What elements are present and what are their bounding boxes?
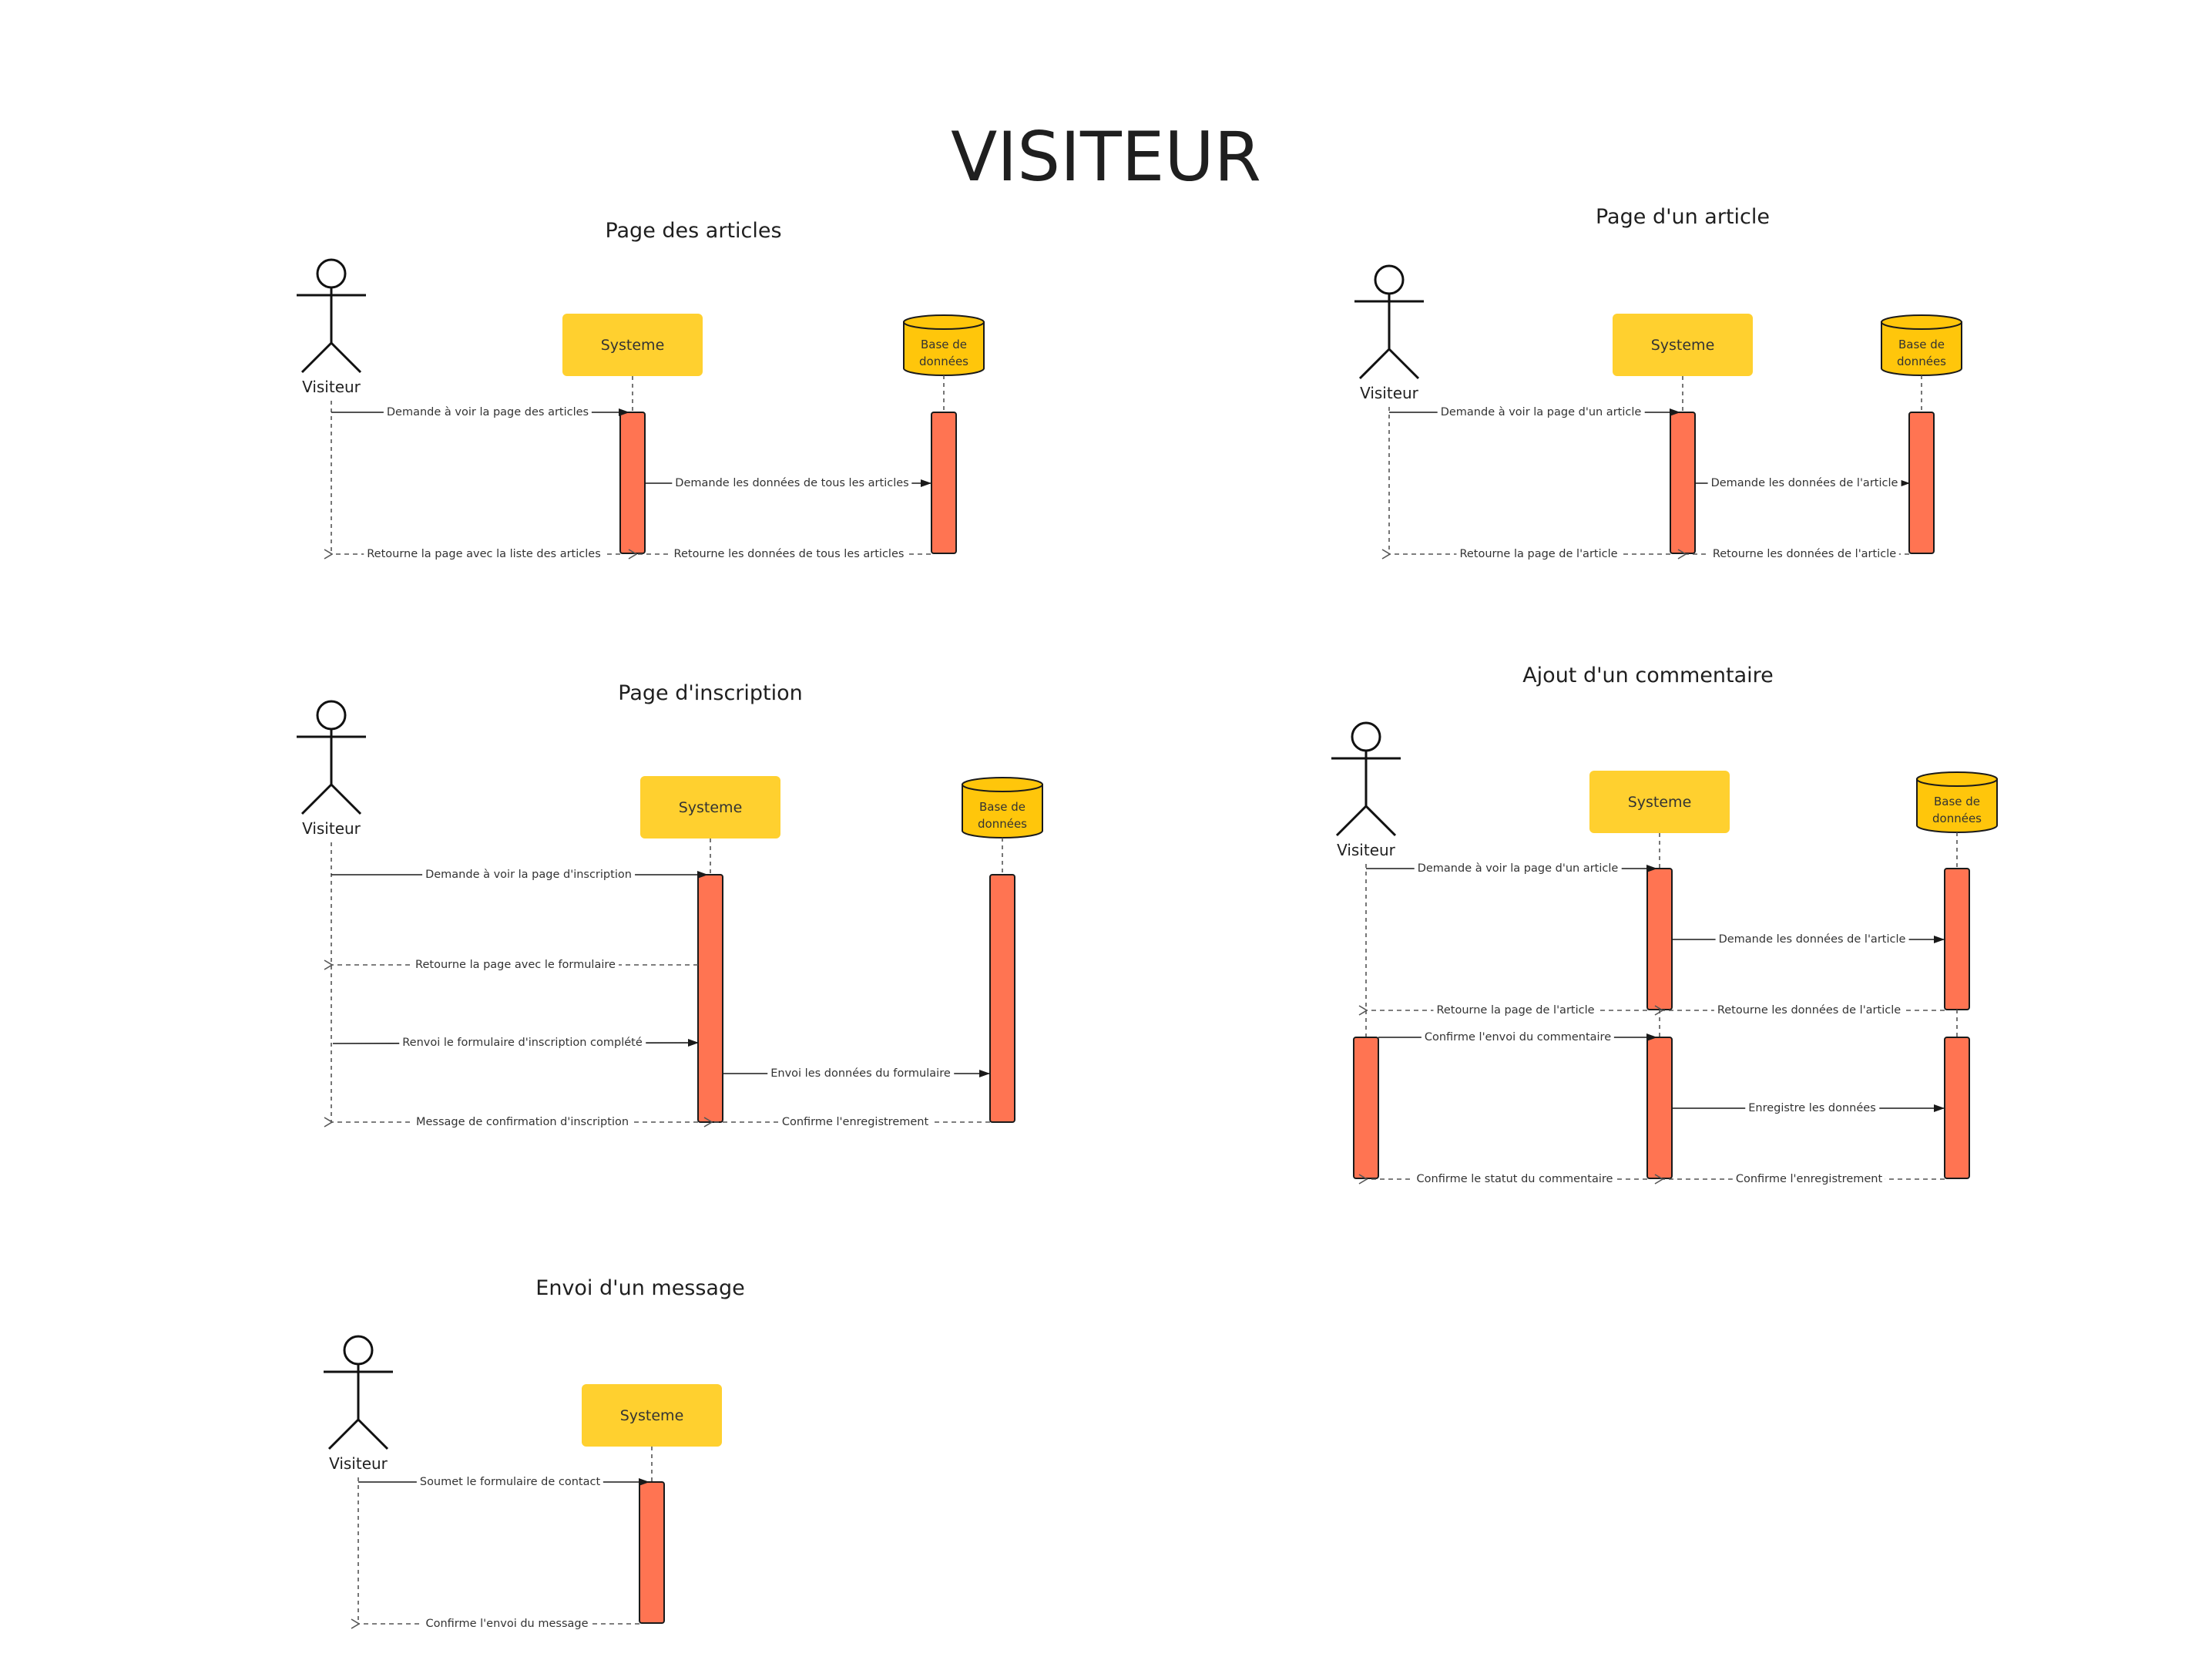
- activation-bar: [697, 874, 723, 1123]
- database-label: Base de données: [978, 800, 1027, 831]
- message-label: Confirme l'envoi du message: [422, 1617, 592, 1631]
- message-label: Confirme l'enregistrement: [1732, 1172, 1886, 1186]
- systeme-box[interactable]: Systeme: [1613, 314, 1753, 376]
- diagram-title-ajout-d-un-commentaire: Ajout d'un commentaire: [1522, 664, 1774, 687]
- message-label: Envoi les données du formulaire: [767, 1067, 954, 1080]
- message-label: Demande à voir la page des articles: [383, 405, 592, 419]
- systeme-box[interactable]: Systeme: [582, 1384, 722, 1447]
- message-label: Soumet le formulaire de contact: [416, 1475, 604, 1489]
- database-icon: [1881, 314, 1962, 376]
- actor-icon: [297, 700, 366, 815]
- actor-label: Visiteur: [1337, 841, 1395, 859]
- database-label: Base de données: [1932, 795, 1982, 825]
- message-label: Demande à voir la page d'inscription: [422, 868, 635, 882]
- diagram-title-page-des-articles: Page des articles: [605, 219, 782, 243]
- activation-bar: [1646, 868, 1673, 1010]
- actor-label: Visiteur: [302, 378, 361, 396]
- systeme-box[interactable]: Systeme: [562, 314, 703, 376]
- message-label: Demande à voir la page d'un article: [1414, 862, 1622, 875]
- diagram-title-page-d-un-article: Page d'un article: [1595, 205, 1771, 229]
- message-label: Retourne la page de l'article: [1433, 1003, 1598, 1017]
- actor-icon: [1331, 721, 1401, 837]
- message-label: Message de confirmation d'inscription: [412, 1115, 633, 1129]
- actor-icon: [1354, 264, 1424, 380]
- activation-bar: [639, 1481, 665, 1624]
- message-label: Demande les données de l'article: [1715, 933, 1909, 946]
- activation-bar: [1646, 1037, 1673, 1179]
- activation-bar: [1353, 1037, 1379, 1179]
- systeme-box[interactable]: Systeme: [1589, 771, 1730, 833]
- activation-bar: [1944, 1037, 1970, 1179]
- diagram-title-envoi-d-un-message: Envoi d'un message: [535, 1276, 745, 1300]
- page-title: VISITEUR: [951, 117, 1261, 197]
- message-label: Retourne les données de tous les article…: [670, 547, 908, 561]
- message-label: Demande les données de l'article: [1707, 476, 1902, 490]
- message-label: Enregistre les données: [1745, 1101, 1879, 1115]
- activation-bar: [1908, 412, 1935, 554]
- message-label: Retourne la page de l'article: [1456, 547, 1621, 561]
- activation-bar: [1944, 868, 1970, 1010]
- message-label: Renvoi le formulaire d'inscription compl…: [399, 1036, 646, 1050]
- database-label: Base de données: [1897, 338, 1946, 368]
- diagram-title-page-d-inscription: Page d'inscription: [618, 681, 803, 705]
- activation-bar: [619, 412, 646, 554]
- database-icon: [1916, 771, 1998, 833]
- message-label: Retourne les données de l'article: [1714, 1003, 1905, 1017]
- database-icon: [903, 314, 985, 376]
- activation-bar: [989, 874, 1015, 1123]
- message-label: Confirme le statut du commentaire: [1413, 1172, 1616, 1186]
- message-label: Retourne la page avec le formulaire: [412, 958, 619, 972]
- actor-label: Visiteur: [329, 1454, 388, 1473]
- actor-icon: [324, 1335, 393, 1450]
- message-label: Retourne la page avec la liste des artic…: [364, 547, 604, 561]
- message-label: Confirme l'enregistrement: [778, 1115, 932, 1129]
- message-label: Demande les données de tous les articles: [672, 476, 912, 490]
- activation-bar: [931, 412, 957, 554]
- message-label: Demande à voir la page d'un article: [1437, 405, 1645, 419]
- database-icon: [962, 777, 1043, 838]
- actor-icon: [297, 258, 366, 374]
- actor-label: Visiteur: [1360, 384, 1418, 402]
- systeme-box[interactable]: Systeme: [640, 776, 780, 838]
- activation-bar: [1670, 412, 1696, 554]
- message-label: Retourne les données de l'article: [1709, 547, 1900, 561]
- database-label: Base de données: [919, 338, 968, 368]
- actor-label: Visiteur: [302, 819, 361, 838]
- message-label: Confirme l'envoi du commentaire: [1421, 1030, 1615, 1044]
